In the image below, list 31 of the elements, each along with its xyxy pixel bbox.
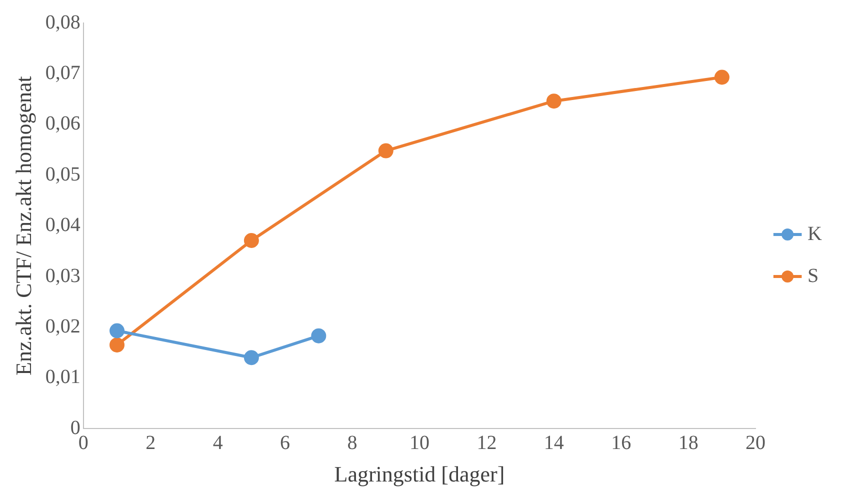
y-tick-label: 0,05	[45, 163, 80, 186]
y-tick-label: 0,04	[45, 214, 80, 236]
x-tick-label: 12	[476, 432, 497, 454]
y-tick-label: 0,06	[45, 112, 80, 135]
y-tick-label: 0,08	[45, 11, 80, 34]
x-tick-label: 10	[409, 432, 430, 454]
y-tick-label: 0,07	[45, 62, 80, 84]
x-tick-label: 4	[212, 432, 223, 454]
y-axis-title: Enz.akt. CTF/ Enz.akt homogenat	[10, 76, 36, 376]
x-tick-label: 2	[146, 432, 156, 454]
legend-label: S	[808, 264, 819, 287]
x-tick-label: 16	[611, 432, 632, 454]
point	[311, 328, 326, 344]
x-tick-label: 8	[347, 432, 358, 454]
point	[110, 337, 125, 352]
point	[110, 323, 125, 338]
x-tick-label: 18	[678, 432, 698, 454]
point	[546, 94, 562, 109]
x-tick-label: 6	[280, 432, 290, 454]
x-axis-title: Lagringstid [dager]	[334, 462, 505, 487]
x-tick-label: 14	[544, 432, 564, 454]
y-tick-label: 0,02	[45, 315, 80, 338]
y-tick-label: 0,01	[45, 366, 80, 388]
point	[714, 70, 730, 85]
point	[378, 143, 394, 158]
y-tick-label: 0	[70, 416, 80, 439]
y-tick-label: 0,03	[45, 264, 80, 287]
point	[244, 350, 259, 366]
legend-label: K	[808, 222, 823, 245]
point	[244, 233, 259, 248]
x-tick-label: 20	[746, 432, 766, 454]
